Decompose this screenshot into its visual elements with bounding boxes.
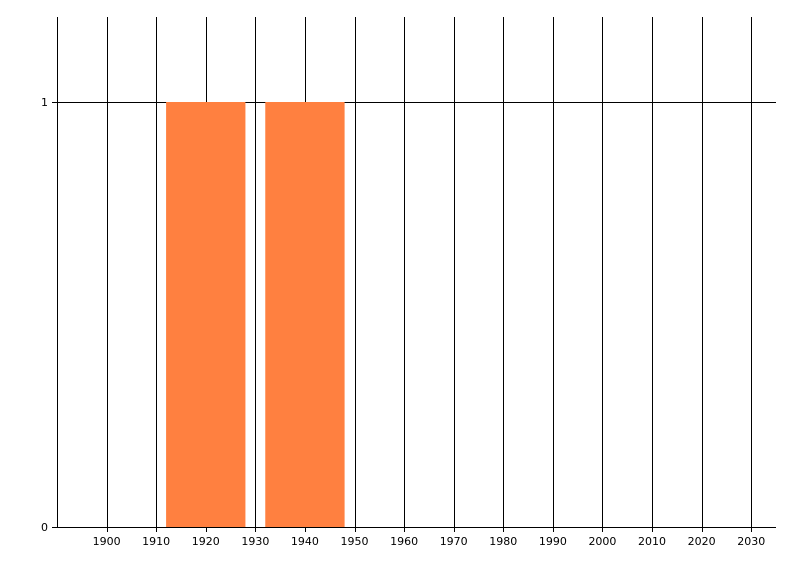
x-tick-label: 1910 [142,535,170,548]
x-tick-label: 1970 [440,535,468,548]
bar-2 [265,102,345,527]
x-tick-label: 1920 [192,535,220,548]
x-tick-label: 2020 [688,535,716,548]
x-tick-label: 1900 [93,535,121,548]
x-tick-label: 2030 [737,535,765,548]
x-tick-label: 1940 [291,535,319,548]
bar-1 [166,102,246,527]
x-tick-label: 1960 [390,535,418,548]
x-tick-label: 2000 [588,535,616,548]
x-tick-label: 1950 [341,535,369,548]
x-tick-label: 1990 [539,535,567,548]
x-tick-label: 1980 [489,535,517,548]
x-tick-label: 1930 [241,535,269,548]
y-tick-label: 0 [41,521,48,534]
y-tick-label: 1 [41,96,48,109]
x-tick-label: 2010 [638,535,666,548]
